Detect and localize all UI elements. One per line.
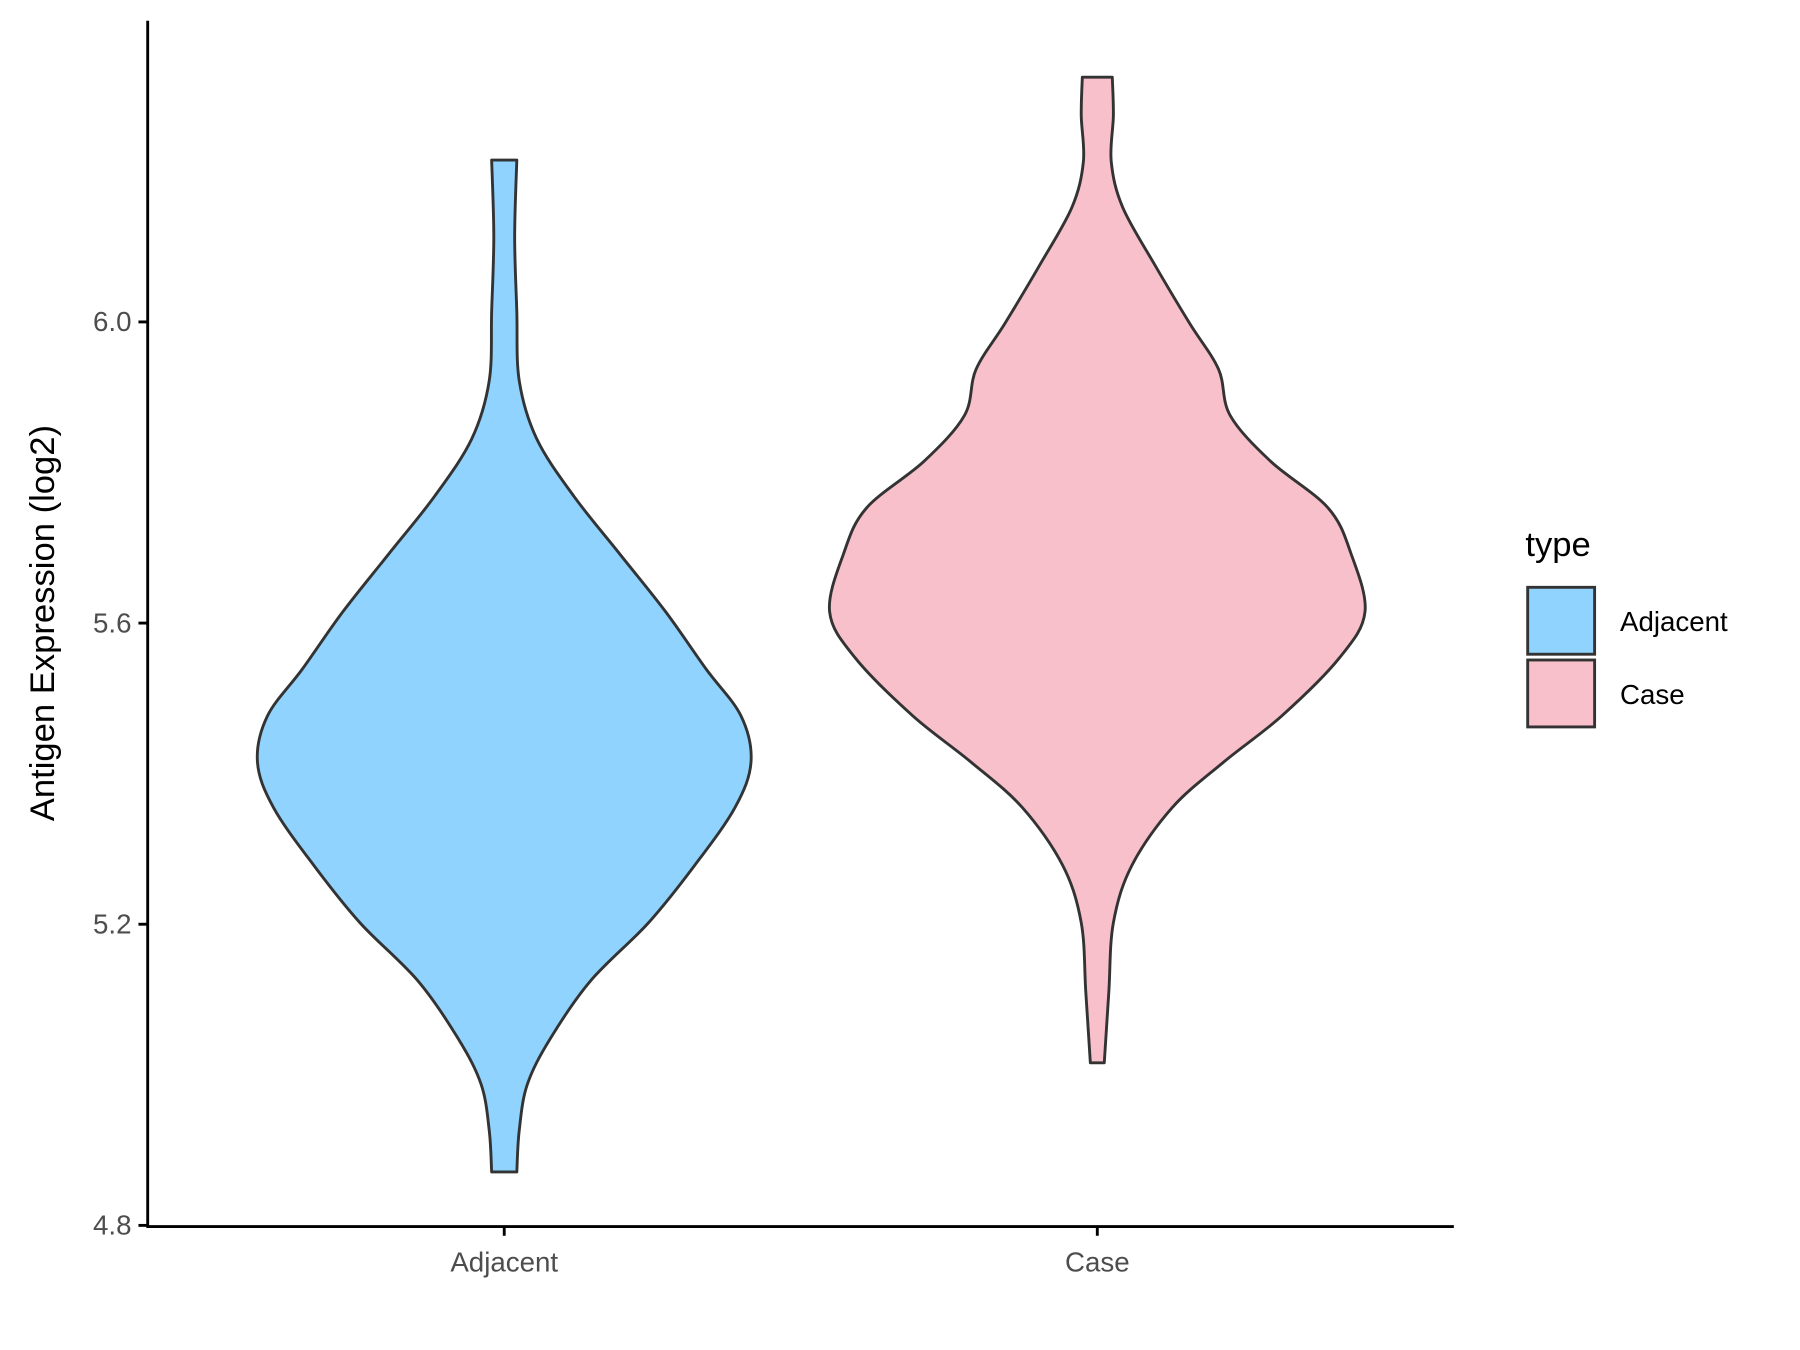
violins xyxy=(255,75,1367,1174)
x-ticks: Adjacent Case xyxy=(450,1226,1130,1278)
violin-case xyxy=(827,75,1367,1065)
x-tick-label: Adjacent xyxy=(450,1247,558,1278)
y-tick-label: 5.6 xyxy=(93,607,132,638)
y-tick-label: 5.2 xyxy=(93,908,132,939)
legend-key-adjacent xyxy=(1526,585,1597,656)
legend-title: type xyxy=(1525,526,1590,564)
y-tick-label: 6.0 xyxy=(93,306,132,337)
violin-adjacent xyxy=(255,158,753,1174)
legend: type Adjacent Case xyxy=(1525,526,1728,729)
y-tick-label: 4.8 xyxy=(93,1210,132,1241)
legend-key-case xyxy=(1526,658,1597,729)
y-axis-label: Antigen Expression (log2) xyxy=(24,425,62,821)
y-ticks: 4.8 5.2 5.6 6.0 xyxy=(93,306,148,1241)
x-tick-label: Case xyxy=(1065,1247,1130,1278)
legend-label-adjacent: Adjacent xyxy=(1620,606,1728,637)
legend-label-case: Case xyxy=(1620,679,1685,710)
